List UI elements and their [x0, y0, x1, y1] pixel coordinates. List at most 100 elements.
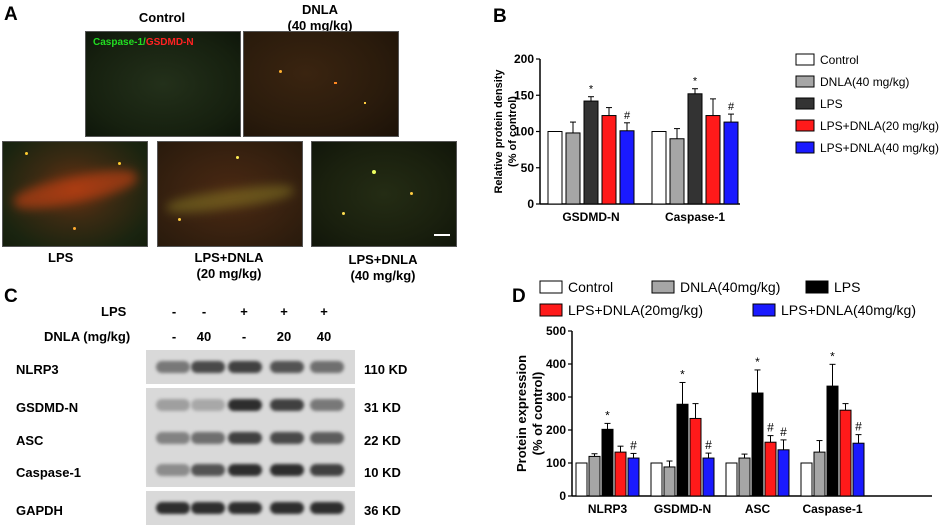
- chart-d: 0 100 200 300 400 500 * # NLRP3 * # GSDMD-N * # # ASC * #…: [514, 280, 932, 516]
- micrograph-lps: [2, 141, 148, 247]
- protein-band: [156, 361, 190, 373]
- y-tick-label: 0: [559, 489, 566, 503]
- protein-label: Caspase-1: [16, 465, 82, 480]
- legend-label: LPS+DNLA(20mg/kg): [568, 302, 703, 318]
- molecular-weight-label: 31 KD: [364, 400, 401, 415]
- bar: [651, 131, 667, 205]
- image-label-lps-dnla40: LPS+DNLA (40 mg/kg): [348, 252, 418, 283]
- bar: [839, 409, 852, 497]
- protein-band: [270, 464, 304, 476]
- protein-band: [228, 432, 262, 444]
- stain-overlay-label: Caspase-1/GSDMD-N: [93, 37, 194, 48]
- y-axis-label-line1: Protein expression: [514, 355, 529, 472]
- y-axis-label: Protein expression (% of control): [514, 355, 545, 472]
- legend-label: LPS: [820, 97, 843, 111]
- y-tick-label: 300: [546, 390, 566, 404]
- chart-b: 0 50 100 150 200 * # GSDMD-N * # Caspase-1 Relative…: [493, 52, 939, 224]
- legend-swatch: [752, 303, 776, 317]
- protein-band: [191, 464, 225, 476]
- protein-band: [191, 399, 225, 411]
- protein-label: ASC: [16, 433, 44, 448]
- significance-mark: #: [624, 110, 631, 122]
- protein-label: GSDMD-N: [16, 400, 79, 415]
- lps-sign: -: [201, 304, 207, 319]
- micrograph-control: Caspase-1/GSDMD-N: [85, 31, 241, 137]
- panel-a-letter: A: [4, 4, 18, 25]
- molecular-weight-label: 36 KD: [364, 503, 401, 518]
- category-label: GSDMD-N: [654, 502, 711, 516]
- legend-label: Control: [820, 53, 859, 67]
- dnla-dose: 20: [276, 329, 292, 344]
- image-label-lps: LPS: [48, 250, 74, 265]
- panel-d-letter: D: [512, 286, 526, 307]
- protein-band: [270, 502, 304, 514]
- y-tick-label: 0: [527, 197, 534, 211]
- category-label: GSDMD-N: [562, 210, 619, 224]
- category-label: Caspase-1: [802, 502, 862, 516]
- bar: [738, 457, 751, 497]
- bar: [650, 462, 663, 497]
- protein-band: [270, 361, 304, 373]
- protein-band: [191, 432, 225, 444]
- bar: [547, 131, 563, 205]
- lps-row-label: LPS: [101, 304, 127, 319]
- y-tick-label: 400: [546, 357, 566, 371]
- significance-mark: *: [693, 76, 698, 88]
- significance-mark: *: [830, 349, 835, 363]
- molecular-weight-label: 10 KD: [364, 465, 401, 480]
- legend-label: LPS: [834, 280, 860, 295]
- protein-label: GAPDH: [16, 503, 63, 518]
- bar: [627, 457, 640, 497]
- bar: [751, 392, 764, 497]
- legend-swatch: [651, 280, 675, 294]
- legend-label: LPS+DNLA(20 mg/kg): [820, 119, 939, 133]
- significance-mark: #: [728, 101, 735, 113]
- y-tick-label: 200: [514, 52, 534, 66]
- protein-band: [228, 361, 262, 373]
- protein-band: [191, 502, 225, 514]
- legend-label: DNLA(40 mg/kg): [820, 75, 909, 89]
- dnla-dose: 40: [316, 329, 332, 344]
- molecular-weight-label: 22 KD: [364, 433, 401, 448]
- significance-mark: #: [705, 438, 712, 452]
- protein-band: [156, 464, 190, 476]
- bar: [583, 100, 599, 205]
- blot-strip: [146, 453, 355, 487]
- y-axis-label-line1: Relative protein density: [493, 69, 505, 194]
- bar: [614, 451, 627, 497]
- blot-strip: [146, 491, 355, 525]
- protein-band: [310, 361, 344, 373]
- protein-band: [228, 399, 262, 411]
- bar: [777, 449, 790, 497]
- bar: [826, 385, 839, 497]
- significance-mark: *: [605, 408, 610, 422]
- significance-mark: #: [630, 438, 637, 452]
- micrograph-dnla: [243, 31, 399, 137]
- bar: [663, 466, 676, 497]
- legend-swatch: [795, 53, 815, 66]
- blot-strip: [146, 421, 355, 455]
- legend-swatch: [795, 119, 815, 132]
- image-label-control: Control: [138, 10, 186, 25]
- significance-mark: *: [680, 367, 685, 381]
- image-label-lps-dnla20: LPS+DNLA (20 mg/kg): [194, 250, 264, 281]
- y-axis-label-line2: (% of control): [507, 96, 519, 167]
- significance-mark: #: [767, 421, 774, 435]
- bar: [725, 462, 738, 497]
- image-label-dnla: DNLA (40 mg/kg): [287, 2, 353, 33]
- bar: [852, 442, 865, 497]
- bar: [588, 455, 601, 497]
- y-tick-label: 150: [514, 88, 534, 102]
- legend-swatch: [795, 141, 815, 154]
- legend-swatch: [539, 303, 563, 317]
- legend-swatch: [795, 75, 815, 88]
- panel-c-letter: C: [4, 286, 18, 307]
- lps-sign: -: [171, 304, 177, 319]
- bar: [619, 130, 635, 205]
- bar: [687, 93, 703, 205]
- protein-band: [310, 464, 344, 476]
- significance-mark: #: [855, 420, 862, 434]
- bar: [800, 462, 813, 497]
- significance-mark: *: [755, 355, 760, 369]
- bar: [689, 417, 702, 497]
